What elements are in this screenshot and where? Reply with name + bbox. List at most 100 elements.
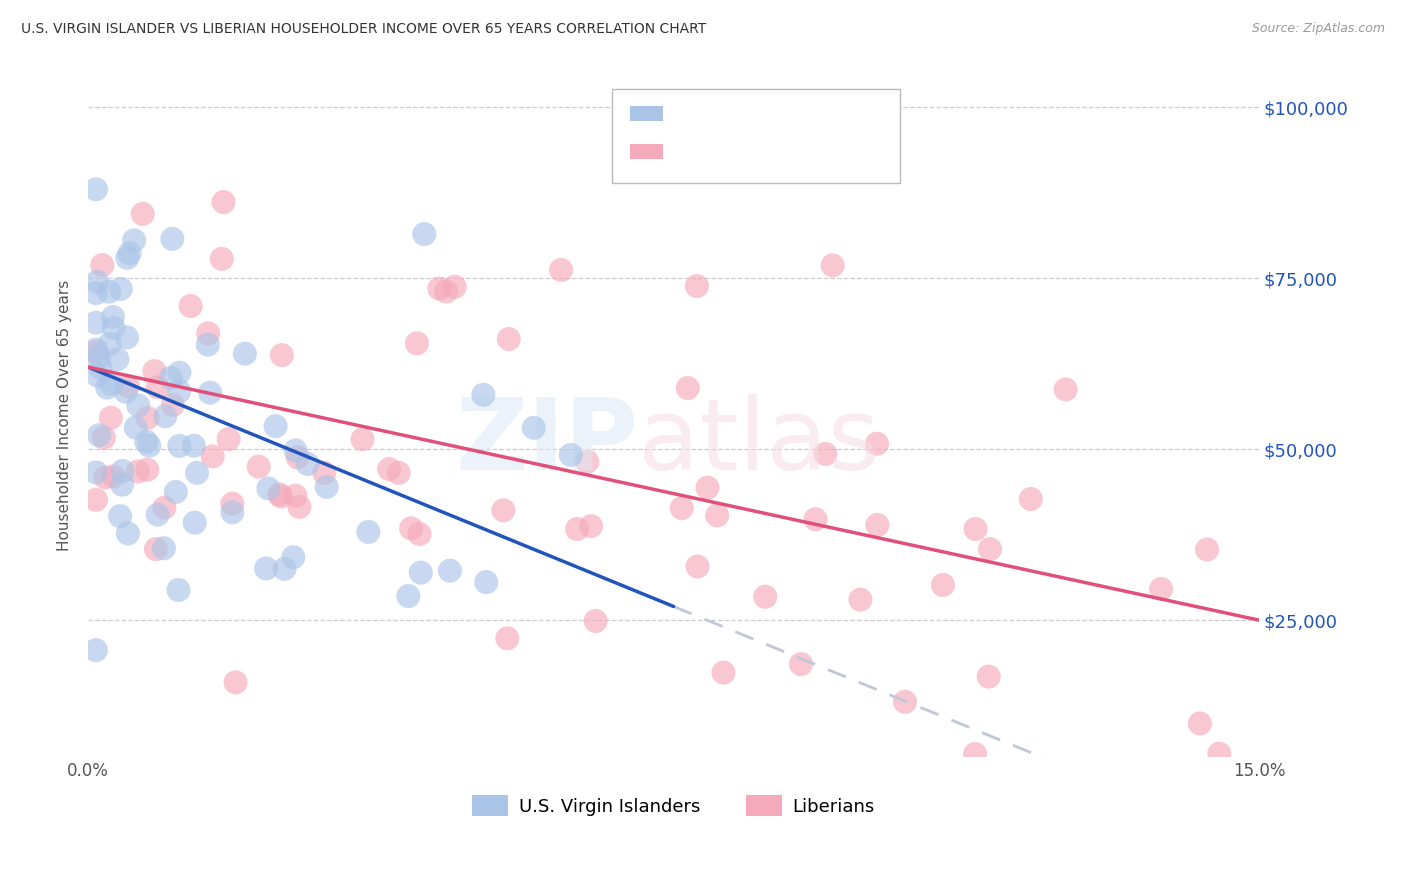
Point [849, 592, 872, 607]
Point [122, 233, 145, 247]
Point [498, 332, 520, 346]
Point [114, 384, 136, 399]
Point [101, 310, 124, 324]
Point [713, 665, 735, 680]
Point [977, 670, 1000, 684]
Point [579, 519, 602, 533]
Point [696, 481, 718, 495]
Text: ZIP: ZIP [456, 394, 638, 491]
Point [233, 346, 256, 360]
Point [576, 455, 599, 469]
Point [111, 477, 134, 491]
Point [197, 326, 219, 341]
Point [143, 364, 166, 378]
Point [91, 258, 114, 272]
Point [406, 336, 429, 351]
Point [676, 381, 699, 395]
Point [399, 521, 422, 535]
Point [225, 675, 247, 690]
Point [197, 337, 219, 351]
Point [254, 561, 277, 575]
Text: atlas: atlas [638, 394, 880, 491]
Point [475, 575, 498, 590]
Point [146, 380, 169, 394]
Point [84, 466, 107, 480]
Point [409, 566, 432, 580]
Point [523, 421, 546, 435]
Point [273, 562, 295, 576]
Point [86, 368, 108, 383]
Point [183, 439, 205, 453]
Point [821, 258, 844, 272]
Point [396, 589, 419, 603]
Point [84, 182, 107, 196]
Point [180, 299, 202, 313]
Legend: U.S. Virgin Islanders, Liberians: U.S. Virgin Islanders, Liberians [465, 788, 882, 823]
Point [264, 419, 287, 434]
Point [165, 485, 187, 500]
Point [221, 497, 243, 511]
Point [814, 447, 837, 461]
Point [125, 420, 148, 434]
Point [93, 431, 115, 445]
Point [585, 614, 607, 628]
Point [186, 466, 208, 480]
Point [1054, 383, 1077, 397]
Point [284, 443, 307, 458]
Point [965, 747, 987, 761]
Point [146, 508, 169, 522]
Point [388, 466, 411, 480]
Point [439, 564, 461, 578]
Point [98, 337, 121, 351]
Point [183, 516, 205, 530]
Point [103, 469, 125, 483]
Point [378, 462, 401, 476]
Point [247, 459, 270, 474]
Point [979, 542, 1001, 557]
Point [86, 275, 108, 289]
Point [866, 518, 889, 533]
Point [965, 522, 987, 536]
Point [212, 195, 235, 210]
Text: U.S. VIRGIN ISLANDER VS LIBERIAN HOUSEHOLDER INCOME OVER 65 YEARS CORRELATION CH: U.S. VIRGIN ISLANDER VS LIBERIAN HOUSEHO… [21, 22, 706, 37]
Point [270, 348, 292, 362]
Point [135, 434, 157, 449]
Point [127, 465, 149, 479]
Point [169, 439, 191, 453]
Point [434, 285, 457, 299]
Point [314, 466, 336, 480]
Point [284, 489, 307, 503]
Point [84, 316, 107, 330]
Point [96, 381, 118, 395]
Point [1195, 542, 1218, 557]
Point [496, 632, 519, 646]
Point [162, 232, 184, 246]
Point [167, 384, 190, 399]
Text: Source: ZipAtlas.com: Source: ZipAtlas.com [1251, 22, 1385, 36]
Point [162, 398, 184, 412]
Text: R =  -0.454   N = 77: R = -0.454 N = 77 [675, 145, 830, 159]
Point [94, 470, 117, 484]
Point [894, 695, 917, 709]
Point [408, 527, 430, 541]
Point [87, 350, 110, 364]
Point [1208, 747, 1230, 761]
Point [686, 279, 709, 293]
Point [1019, 491, 1042, 506]
Point [201, 450, 224, 464]
Point [198, 385, 221, 400]
Point [866, 436, 889, 450]
Point [315, 480, 337, 494]
Point [117, 379, 139, 393]
Point [167, 582, 190, 597]
Point [159, 371, 181, 385]
Point [1188, 716, 1211, 731]
Point [218, 432, 240, 446]
Point [84, 643, 107, 657]
Point [153, 541, 176, 556]
Point [115, 330, 138, 344]
Y-axis label: Householder Income Over 65 years: Householder Income Over 65 years [58, 279, 72, 550]
Point [211, 252, 233, 266]
Point [153, 409, 176, 424]
Point [352, 432, 374, 446]
